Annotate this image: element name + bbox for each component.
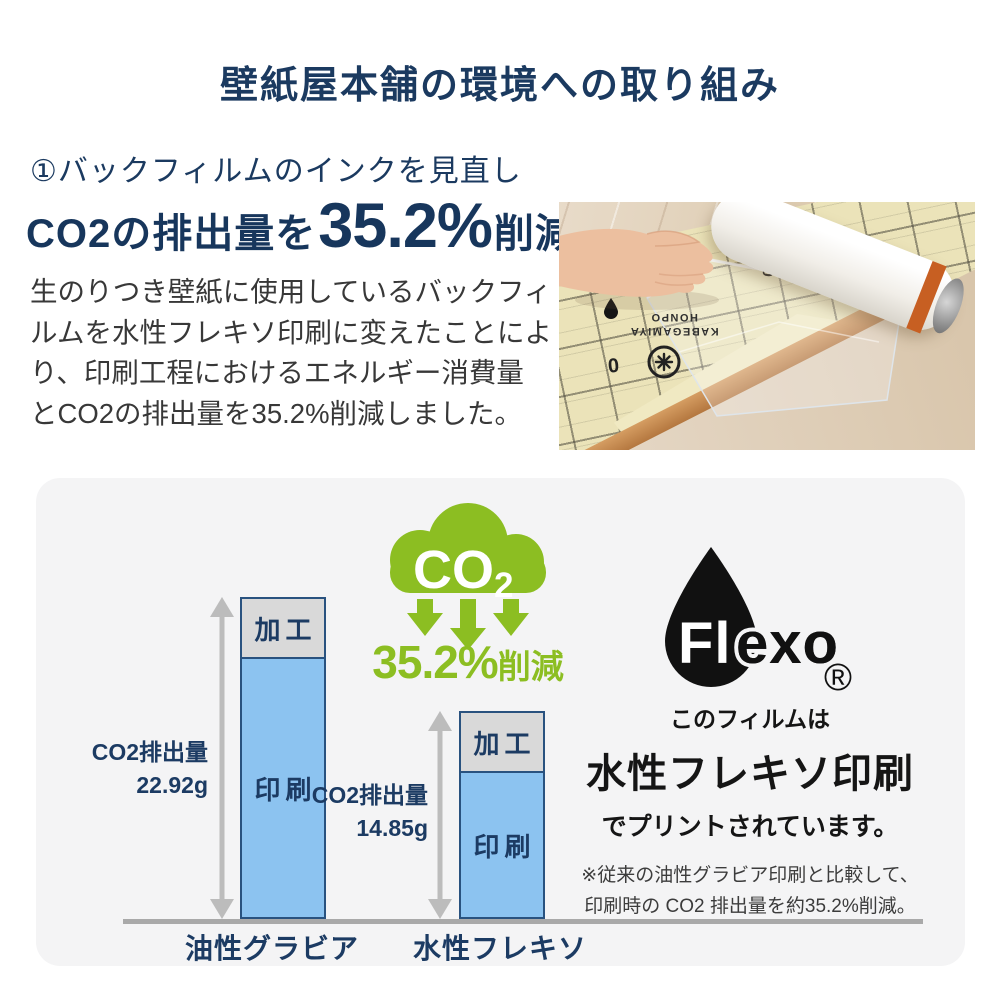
emission-amount-title: CO2排出量	[311, 782, 428, 808]
caption-line1: このフィルムは	[669, 706, 831, 732]
measure-arrow-icon	[428, 711, 452, 919]
emission-amount-value: 22.92g	[136, 772, 208, 799]
flexo-logo-text-outline: exo	[736, 611, 839, 676]
body-line: ルムを水性フレキソ印刷に変えたことによ	[30, 316, 552, 348]
down-arrow-icon	[493, 599, 529, 636]
flexo-logo: exo exo Fl ®	[640, 545, 870, 699]
reduction-value: 35.2%	[372, 636, 498, 688]
measure-arrow-icon	[210, 597, 234, 919]
body-line: とCO2の排出量を35.2%削減しました。	[30, 397, 523, 429]
emission-amount-left: CO2排出量 22.92g	[46, 736, 208, 803]
emission-amount-title: CO2排出量	[91, 739, 208, 765]
product-photo: KABEGAMIYA HONPO 0 10	[559, 202, 975, 450]
footnote: ※従来の油性グラビア印刷と比較して、 印刷時の CO2 排出量を約35.2%削減…	[580, 860, 920, 923]
down-arrow-icon	[450, 599, 486, 650]
category-label-water-flexo: 水性フレキソ	[412, 933, 587, 964]
bar-segment-processing: 加工	[461, 713, 543, 773]
film-drop-icon	[604, 298, 618, 319]
film-brand-text: KABEGAMIYA	[629, 325, 718, 337]
baseline-axis	[123, 919, 923, 924]
footnote-line2: 印刷時の CO2 排出量を約35.2%削減。	[584, 896, 916, 918]
bar-oil-gravure: 加工 印刷	[240, 597, 326, 919]
bar-segment-printing: 印刷	[242, 659, 324, 917]
body-line: り、印刷工程におけるエネルギー消費量	[30, 357, 524, 388]
co2-cloud-icon: CO2	[373, 498, 563, 650]
caption-line2: 水性フレキソ印刷	[586, 752, 914, 796]
down-arrow-icon	[407, 599, 443, 636]
section-heading: ①バックフィルムのインクを見直し	[30, 155, 522, 188]
reduction-suffix: 削減	[497, 648, 564, 685]
bar-segment-processing: 加工	[242, 599, 324, 659]
infographic-panel: 加工 印刷 CO2排出量 22.92g 加工 印刷 CO2排出量 14.85g …	[36, 478, 965, 966]
body-line: 生のりつき壁紙に使用しているバックフィ	[30, 276, 552, 307]
cloud-co2-label: CO2	[413, 540, 513, 605]
headline-prefix: CO2の排出量を	[26, 212, 317, 256]
registered-mark: ®	[824, 657, 852, 697]
flexo-logo-text-black: exo	[736, 611, 839, 676]
headline-value: 35.2%	[318, 191, 493, 261]
category-label-oil-gravure: 油性グラビア	[184, 933, 359, 964]
water-drop-icon	[665, 547, 757, 687]
film-brand-text: HONPO	[650, 311, 698, 323]
caption-line3: でプリントされています。	[601, 813, 899, 841]
emission-amount-right: CO2排出量 14.85g	[266, 779, 428, 846]
film-measure-zero: 0	[607, 353, 620, 376]
flexo-logo-text-white: Fl	[678, 611, 732, 676]
emission-amount-value: 14.85g	[356, 815, 428, 842]
footnote-line1: ※従来の油性グラビア印刷と比較して、	[581, 865, 919, 886]
bar-segment-printing: 印刷	[461, 773, 543, 917]
body-paragraph: 生のりつき壁紙に使用しているバックフィ ルムを水性フレキソ印刷に変えたことによ …	[30, 272, 552, 434]
reduction-label: 35.2% 削減	[363, 635, 573, 689]
co2-reduction-headline: CO2の排出量を 35.2% 削減	[26, 190, 576, 262]
page-title: 壁紙屋本舗の環境への取り組み	[219, 65, 780, 107]
flexo-caption: このフィルムは 水性フレキソ印刷 でプリントされています。 ※従来の油性グラビア…	[580, 700, 920, 923]
film-logo-icon	[647, 345, 681, 379]
bar-water-flexo: 加工 印刷	[459, 711, 545, 919]
hand	[559, 228, 719, 310]
